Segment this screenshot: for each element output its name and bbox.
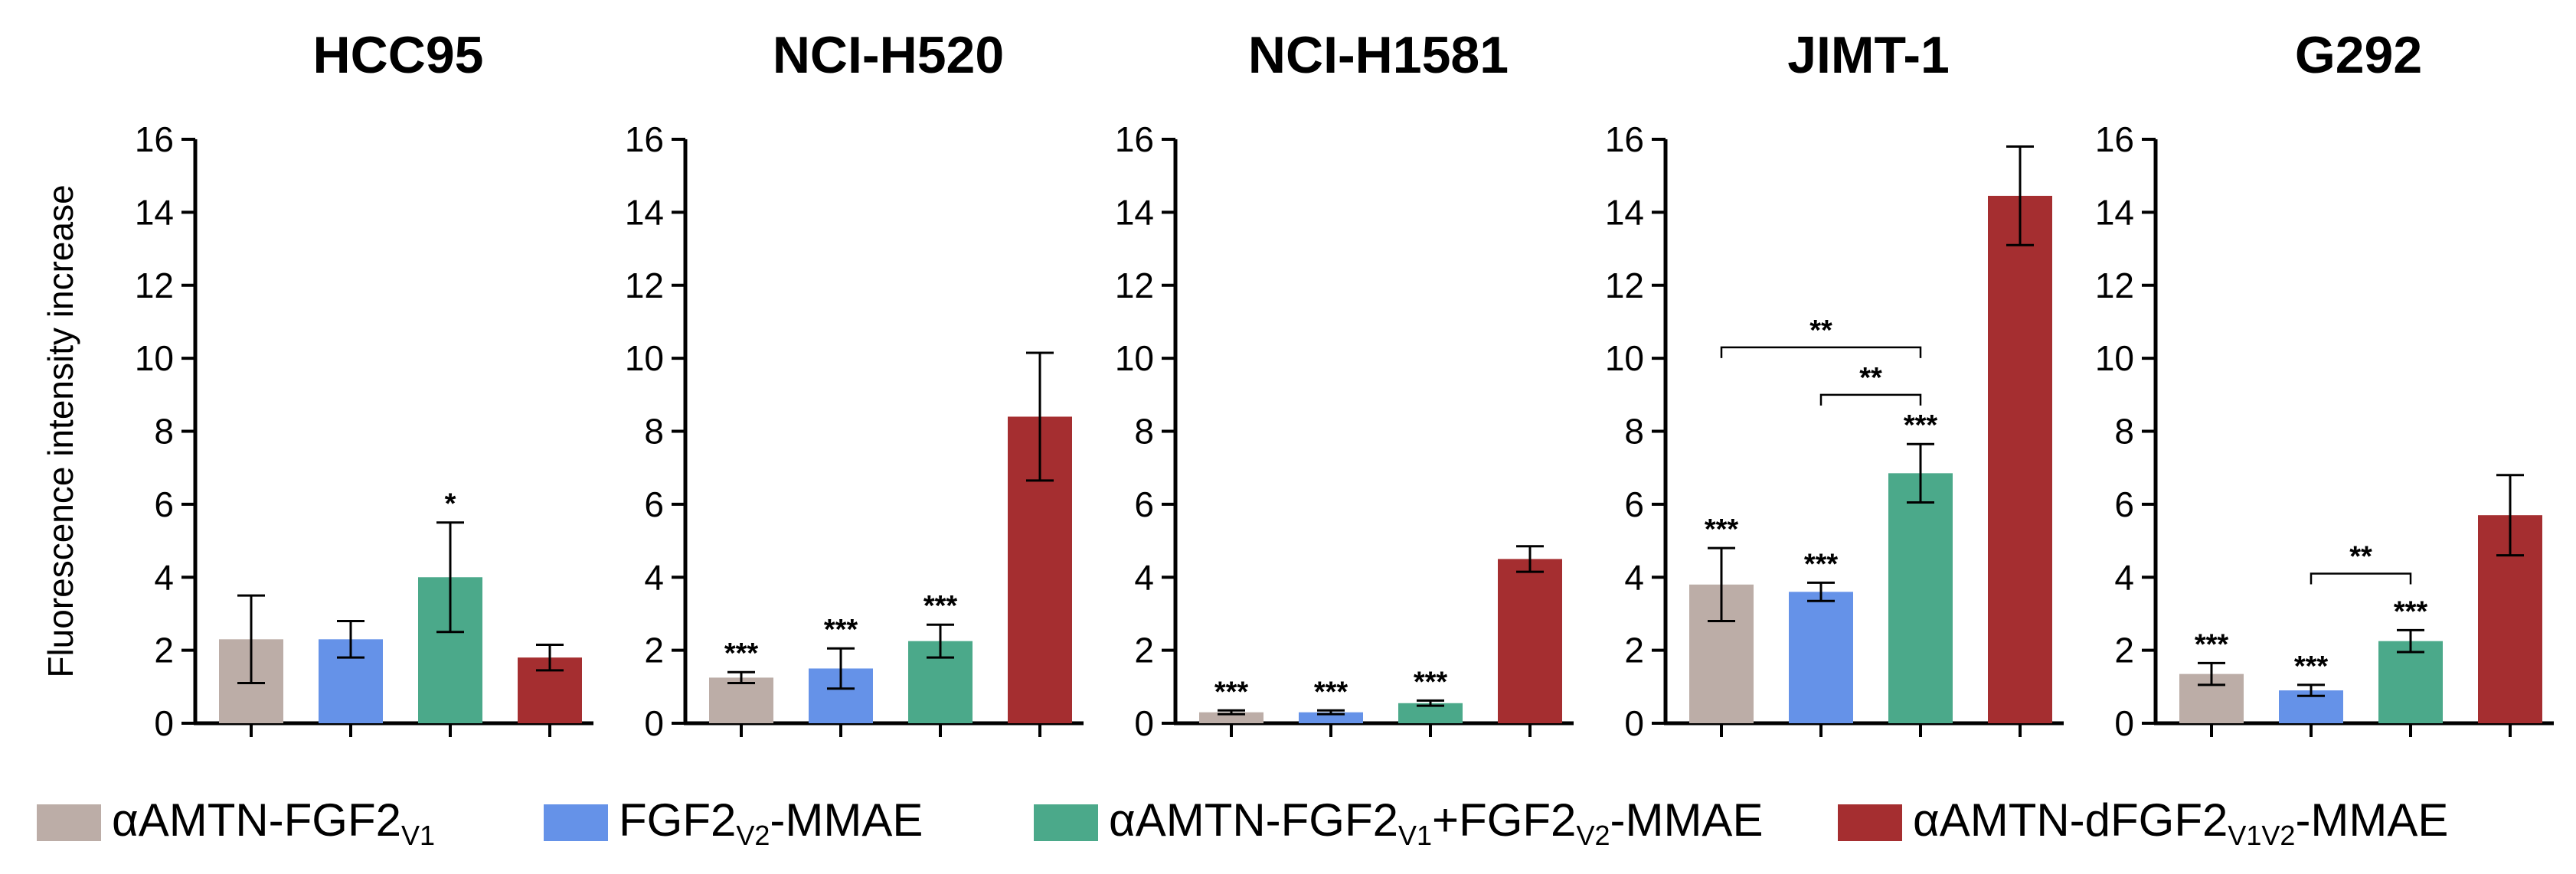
significance-label: ***: [2394, 595, 2428, 628]
y-tick-label: 16: [625, 119, 664, 159]
y-tick-label: 12: [1115, 266, 1154, 305]
legend-label-3: αAMTN-dFGF2V1V2-MMAE: [1913, 794, 2449, 851]
y-tick-label: 2: [644, 631, 664, 670]
significance-label: ***: [1904, 409, 1938, 442]
bar-αAMTN-FGF2V1+FGF2V2-MMAE: [2378, 641, 2443, 723]
significance-label: ***: [2294, 651, 2329, 683]
legend-label-1: FGF2V2-MMAE: [619, 794, 924, 851]
significance-label: ***: [1705, 514, 1739, 546]
y-tick-label: 10: [1115, 338, 1154, 378]
bracket-label: **: [2349, 540, 2372, 572]
panel-title: HCC95: [313, 26, 484, 84]
significance-label: ***: [924, 590, 958, 622]
y-tick-label: 12: [2095, 266, 2134, 305]
y-tick-label: 0: [1624, 703, 1644, 743]
y-tick-label: 0: [2114, 703, 2134, 743]
y-tick-label: 6: [644, 484, 664, 524]
y-tick-label: 8: [2114, 412, 2134, 452]
y-tick-label: 12: [135, 266, 174, 305]
y-tick-label: 8: [154, 412, 174, 452]
significance-label: ***: [1414, 666, 1448, 698]
y-axis-label: Fluorescence intensity increase: [41, 184, 80, 677]
y-tick-label: 14: [135, 192, 174, 232]
bar-αAMTN-FGF2V1+FGF2V2-MMAE: [1888, 473, 1953, 723]
y-tick-label: 14: [625, 192, 664, 232]
y-tick-label: 10: [625, 338, 664, 378]
y-tick-label: 4: [154, 557, 174, 597]
y-tick-label: 2: [1134, 631, 1154, 670]
legend-item-1: FGF2V2-MMAE: [544, 794, 924, 851]
y-tick-label: 0: [154, 703, 174, 743]
panel-title: NCI-H1581: [1248, 26, 1509, 84]
y-tick-label: 12: [625, 266, 664, 305]
legend-item-3: αAMTN-dFGF2V1V2-MMAE: [1838, 794, 2449, 851]
legend-label-0: αAMTN-FGF2V1: [112, 794, 436, 851]
bar-αAMTN-FGF2V1: [1199, 712, 1263, 723]
bar-FGF2V2-MMAE: [1299, 712, 1363, 723]
bar-chart-figure: Fluorescence intensity increase HCC95 0 2 4 6…: [41, 26, 2554, 743]
y-tick-label: 10: [2095, 338, 2134, 378]
significance-label: ***: [2195, 628, 2229, 660]
y-tick-label: 2: [154, 631, 174, 670]
legend-swatch-2: [1034, 804, 1098, 841]
y-tick-label: 16: [135, 119, 174, 159]
y-tick-label: 14: [1605, 192, 1644, 232]
panel-title: G292: [2295, 26, 2422, 84]
y-tick-label: 8: [1624, 412, 1644, 452]
panel-2: NCI-H1581 0 2 4 6 8 10 12 14 16 *** *** ***: [1115, 26, 1574, 743]
y-tick-label: 12: [1605, 266, 1644, 305]
y-tick-label: 0: [1134, 703, 1154, 743]
significance-label: ***: [1314, 676, 1348, 708]
bar-αAMTN-dFGF2V1V2-MMAE: [1498, 559, 1562, 723]
panel-0: HCC95 0 2 4 6 8 10 12 14 16 *: [135, 26, 593, 743]
legend-item-0: αAMTN-FGF2V1: [37, 794, 436, 851]
significance-bracket: [2310, 572, 2412, 585]
significance-label: ***: [1804, 548, 1839, 580]
y-tick-label: 10: [135, 338, 174, 378]
y-tick-label: 14: [1115, 192, 1154, 232]
y-tick-label: 10: [1605, 338, 1644, 378]
y-tick-label: 4: [1134, 557, 1154, 597]
legend-swatch-3: [1838, 804, 1902, 841]
y-tick-label: 16: [1115, 119, 1154, 159]
bracket-label: **: [1859, 362, 1882, 394]
y-tick-label: 0: [644, 703, 664, 743]
bar-αAMTN-dFGF2V1V2-MMAE: [1988, 195, 2052, 723]
significance-label: *: [445, 488, 456, 520]
bracket-label: **: [1809, 315, 1832, 347]
y-tick-label: 6: [154, 484, 174, 524]
y-tick-label: 6: [1624, 484, 1644, 524]
y-tick-label: 14: [2095, 192, 2134, 232]
y-tick-label: 2: [1624, 631, 1644, 670]
significance-bracket: [1819, 393, 1922, 406]
legend-item-2: αAMTN-FGF2V1+FGF2V2-MMAE: [1034, 794, 1764, 851]
panel-1: NCI-H520 0 2 4 6 8 10 12 14 16 *** *** ***: [625, 26, 1084, 743]
significance-label: ***: [1214, 676, 1249, 708]
y-tick-label: 16: [2095, 119, 2134, 159]
legend: αAMTN-FGF2V1 FGF2V2-MMAE αAMTN-FGF2V1+FG…: [0, 781, 2576, 857]
y-tick-label: 8: [1134, 412, 1154, 452]
y-tick-label: 8: [644, 412, 664, 452]
panel-title: JIMT-1: [1787, 26, 1950, 84]
y-tick-label: 2: [2114, 631, 2134, 670]
y-tick-label: 6: [1134, 484, 1154, 524]
y-tick-label: 4: [2114, 557, 2134, 597]
bar-FGF2V2-MMAE: [1789, 592, 1853, 723]
legend-swatch-1: [544, 804, 608, 841]
legend-label-2: αAMTN-FGF2V1+FGF2V2-MMAE: [1109, 794, 1764, 851]
bar-αAMTN-FGF2V1: [709, 677, 773, 723]
y-tick-label: 4: [644, 557, 664, 597]
y-tick-label: 16: [1605, 119, 1644, 159]
significance-label: ***: [724, 638, 759, 670]
legend-swatch-0: [37, 804, 101, 841]
panel-title: NCI-H520: [773, 26, 1004, 84]
y-tick-label: 4: [1624, 557, 1644, 597]
y-tick-label: 6: [2114, 484, 2134, 524]
significance-bracket: [1720, 346, 1922, 358]
significance-label: ***: [824, 614, 858, 646]
